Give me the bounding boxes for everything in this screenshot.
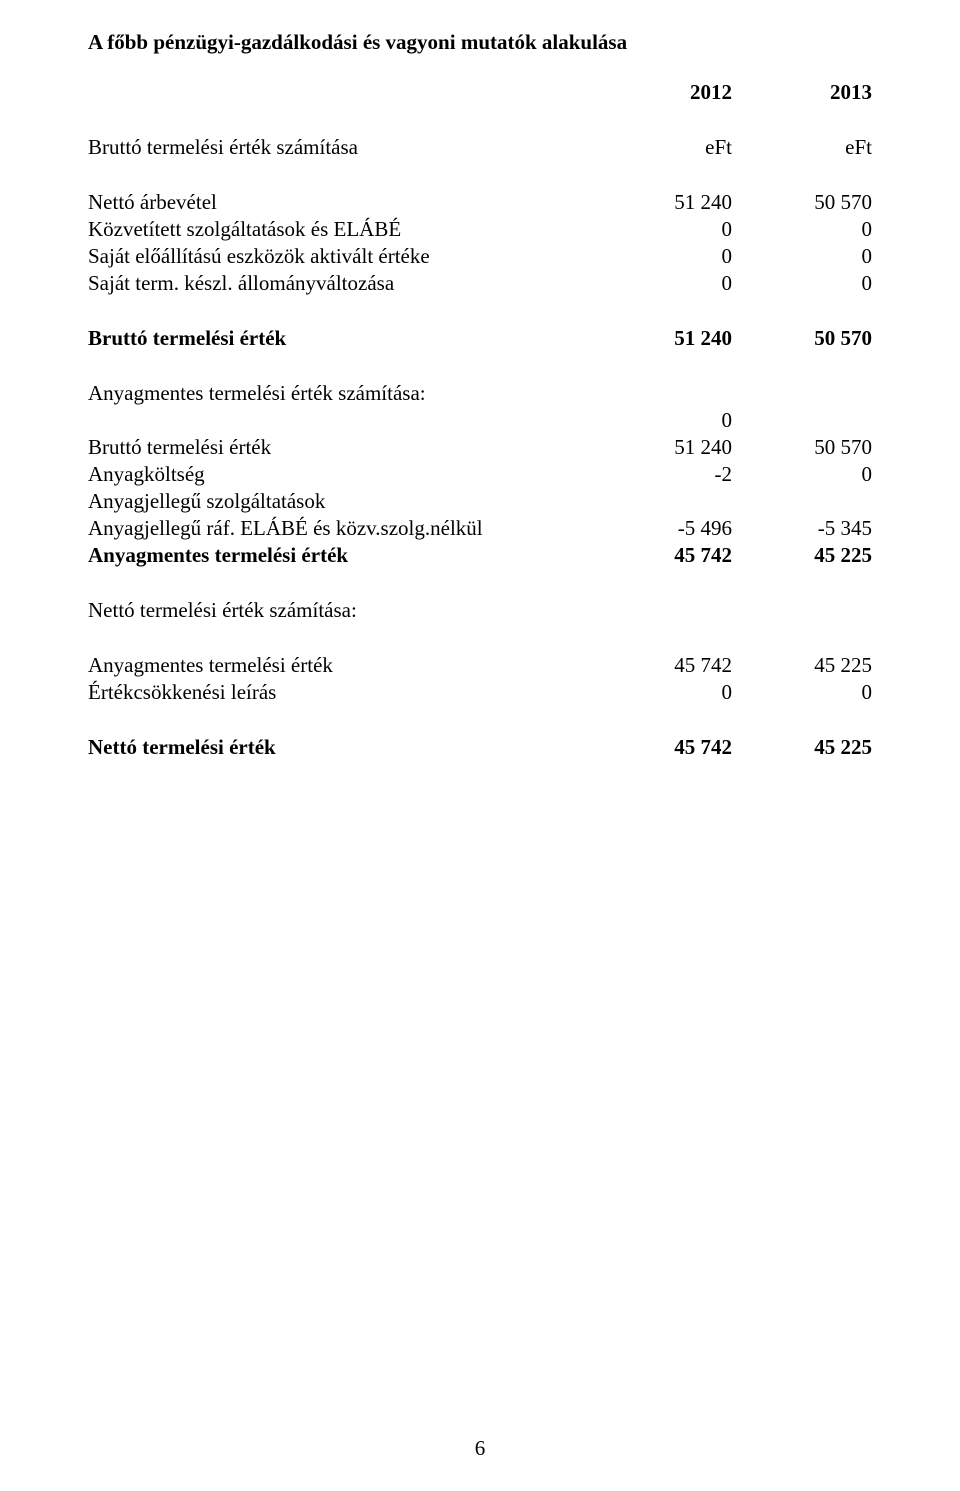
unit-2: eFt xyxy=(732,134,872,161)
row-label: Nettó árbevétel xyxy=(88,189,592,216)
empty-cell xyxy=(592,597,732,624)
table-row: Anyagjellegű szolgáltatások xyxy=(88,488,872,515)
row-value: -5 345 xyxy=(732,515,872,542)
table-row: Saját előállítású eszközök aktivált érté… xyxy=(88,243,872,270)
section3-heading: Nettó termelési érték számítása: xyxy=(88,597,592,624)
row-value: 0 xyxy=(592,270,732,297)
row-value: 0 xyxy=(592,216,732,243)
row-value: 45 225 xyxy=(732,734,872,761)
row-value: 45 742 xyxy=(592,652,732,679)
section3-heading-row: Nettó termelési érték számítása: xyxy=(88,597,872,624)
row-value: 45 225 xyxy=(732,542,872,569)
row-value: 51 240 xyxy=(592,189,732,216)
financial-table: 2012 2013 Bruttó termelési érték számítá… xyxy=(88,79,872,761)
empty-cell xyxy=(732,597,872,624)
row-value: 0 xyxy=(592,243,732,270)
row-value: 51 240 xyxy=(592,434,732,461)
row-value: 50 570 xyxy=(732,189,872,216)
row-value: 45 225 xyxy=(732,652,872,679)
page: A főbb pénzügyi-gazdálkodási és vagyoni … xyxy=(0,0,960,1491)
row-value: 45 742 xyxy=(592,542,732,569)
row-value: 0 xyxy=(732,216,872,243)
row-label: Bruttó termelési érték xyxy=(88,434,592,461)
page-title: A főbb pénzügyi-gazdálkodási és vagyoni … xyxy=(88,30,872,55)
row-value: 0 xyxy=(732,679,872,706)
unit-1: eFt xyxy=(592,134,732,161)
empty-cell xyxy=(732,407,872,434)
section1-total-row: Bruttó termelési érték 51 240 50 570 xyxy=(88,325,872,352)
row-value: 45 742 xyxy=(592,734,732,761)
empty-cell xyxy=(592,488,732,515)
empty-cell xyxy=(88,79,592,106)
row-label: Anyagjellegű ráf. ELÁBÉ és közv.szolg.né… xyxy=(88,515,592,542)
table-row: Közvetített szolgáltatások és ELÁBÉ 0 0 xyxy=(88,216,872,243)
empty-cell xyxy=(592,380,732,407)
row-label: Értékcsökkenési leírás xyxy=(88,679,592,706)
section3-total-row: Nettó termelési érték 45 742 45 225 xyxy=(88,734,872,761)
row-value: 51 240 xyxy=(592,325,732,352)
table-row: Anyagköltség -2 0 xyxy=(88,461,872,488)
year-1: 2012 xyxy=(592,79,732,106)
row-label: Saját term. készl. állományváltozása xyxy=(88,270,592,297)
row-value: -5 496 xyxy=(592,515,732,542)
empty-cell xyxy=(732,380,872,407)
empty-cell xyxy=(88,407,592,434)
year-row: 2012 2013 xyxy=(88,79,872,106)
row-label: Anyagjellegű szolgáltatások xyxy=(88,488,592,515)
row-label: Közvetített szolgáltatások és ELÁBÉ xyxy=(88,216,592,243)
row-value: 0 xyxy=(732,243,872,270)
row-value: -2 xyxy=(592,461,732,488)
table-row: Nettó árbevétel 51 240 50 570 xyxy=(88,189,872,216)
row-value: 0 xyxy=(732,270,872,297)
row-value: 0 xyxy=(592,407,732,434)
year-2: 2013 xyxy=(732,79,872,106)
table-row: Saját term. készl. állományváltozása 0 0 xyxy=(88,270,872,297)
page-number: 6 xyxy=(0,1436,960,1461)
row-value: 50 570 xyxy=(732,434,872,461)
row-label: Saját előállítású eszközök aktivált érté… xyxy=(88,243,592,270)
section2-total-row: Anyagmentes termelési érték 45 742 45 22… xyxy=(88,542,872,569)
row-value: 0 xyxy=(592,679,732,706)
row-value: 0 xyxy=(732,461,872,488)
table-row: Anyagmentes termelési érték 45 742 45 22… xyxy=(88,652,872,679)
row-label: Nettó termelési érték xyxy=(88,734,592,761)
row-label: Bruttó termelési érték xyxy=(88,325,592,352)
section2-heading-row: Anyagmentes termelési érték számítása: xyxy=(88,380,872,407)
section1-heading: Bruttó termelési érték számítása xyxy=(88,134,592,161)
section1-heading-row: Bruttó termelési érték számítása eFt eFt xyxy=(88,134,872,161)
table-row: Értékcsökkenési leírás 0 0 xyxy=(88,679,872,706)
table-row: 0 xyxy=(88,407,872,434)
table-row: Bruttó termelési érték 51 240 50 570 xyxy=(88,434,872,461)
row-value: 50 570 xyxy=(732,325,872,352)
empty-cell xyxy=(732,488,872,515)
row-label: Anyagmentes termelési érték xyxy=(88,542,592,569)
row-label: Anyagköltség xyxy=(88,461,592,488)
table-row: Anyagjellegű ráf. ELÁBÉ és közv.szolg.né… xyxy=(88,515,872,542)
section2-heading: Anyagmentes termelési érték számítása: xyxy=(88,380,592,407)
row-label: Anyagmentes termelési érték xyxy=(88,652,592,679)
